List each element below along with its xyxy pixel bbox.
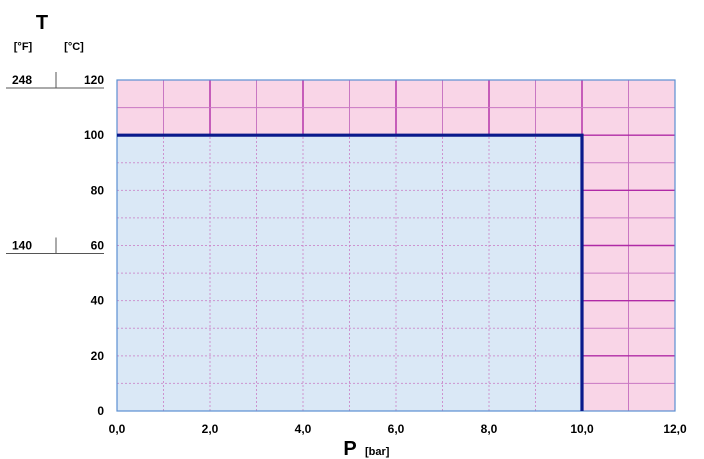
y-tick-label: 20 [91, 349, 105, 363]
y-unit-celsius: [°C] [64, 41, 84, 53]
fahrenheit-label: 140 [12, 239, 32, 253]
x-tick-label: 8,0 [481, 422, 498, 436]
x-tick-label: 2,0 [202, 422, 219, 436]
x-axis-unit: [bar] [365, 446, 390, 458]
y-unit-fahrenheit: [°F] [14, 41, 33, 53]
fahrenheit-labels: 248 140 [6, 72, 104, 254]
x-axis-letter: P [343, 438, 356, 459]
y-tick-label: 40 [91, 294, 105, 308]
fahrenheit-label: 248 [12, 73, 32, 87]
y-tick-label: 60 [91, 239, 105, 253]
x-tick-label: 4,0 [295, 422, 312, 436]
plot-frame [116, 79, 676, 412]
plot-border [116, 79, 676, 412]
y-tick-label: 100 [84, 128, 104, 142]
y-tick-label: 120 [84, 73, 104, 87]
y-tick-labels: 0 20 40 60 80 100 120 [84, 73, 104, 418]
x-tick-label: 10,0 [570, 422, 594, 436]
y-tick-label: 80 [91, 183, 105, 197]
x-tick-label: 0,0 [109, 422, 126, 436]
x-tick-label: 12,0 [663, 422, 687, 436]
x-tick-labels: 0,0 2,0 4,0 6,0 8,0 10,0 12,0 [109, 422, 687, 436]
boundary-line [117, 133, 584, 411]
y-tick-label: 0 [97, 404, 104, 418]
y-axis-letter: T [36, 12, 48, 34]
pressure-temperature-limit [117, 133, 584, 411]
x-tick-label: 6,0 [388, 422, 405, 436]
